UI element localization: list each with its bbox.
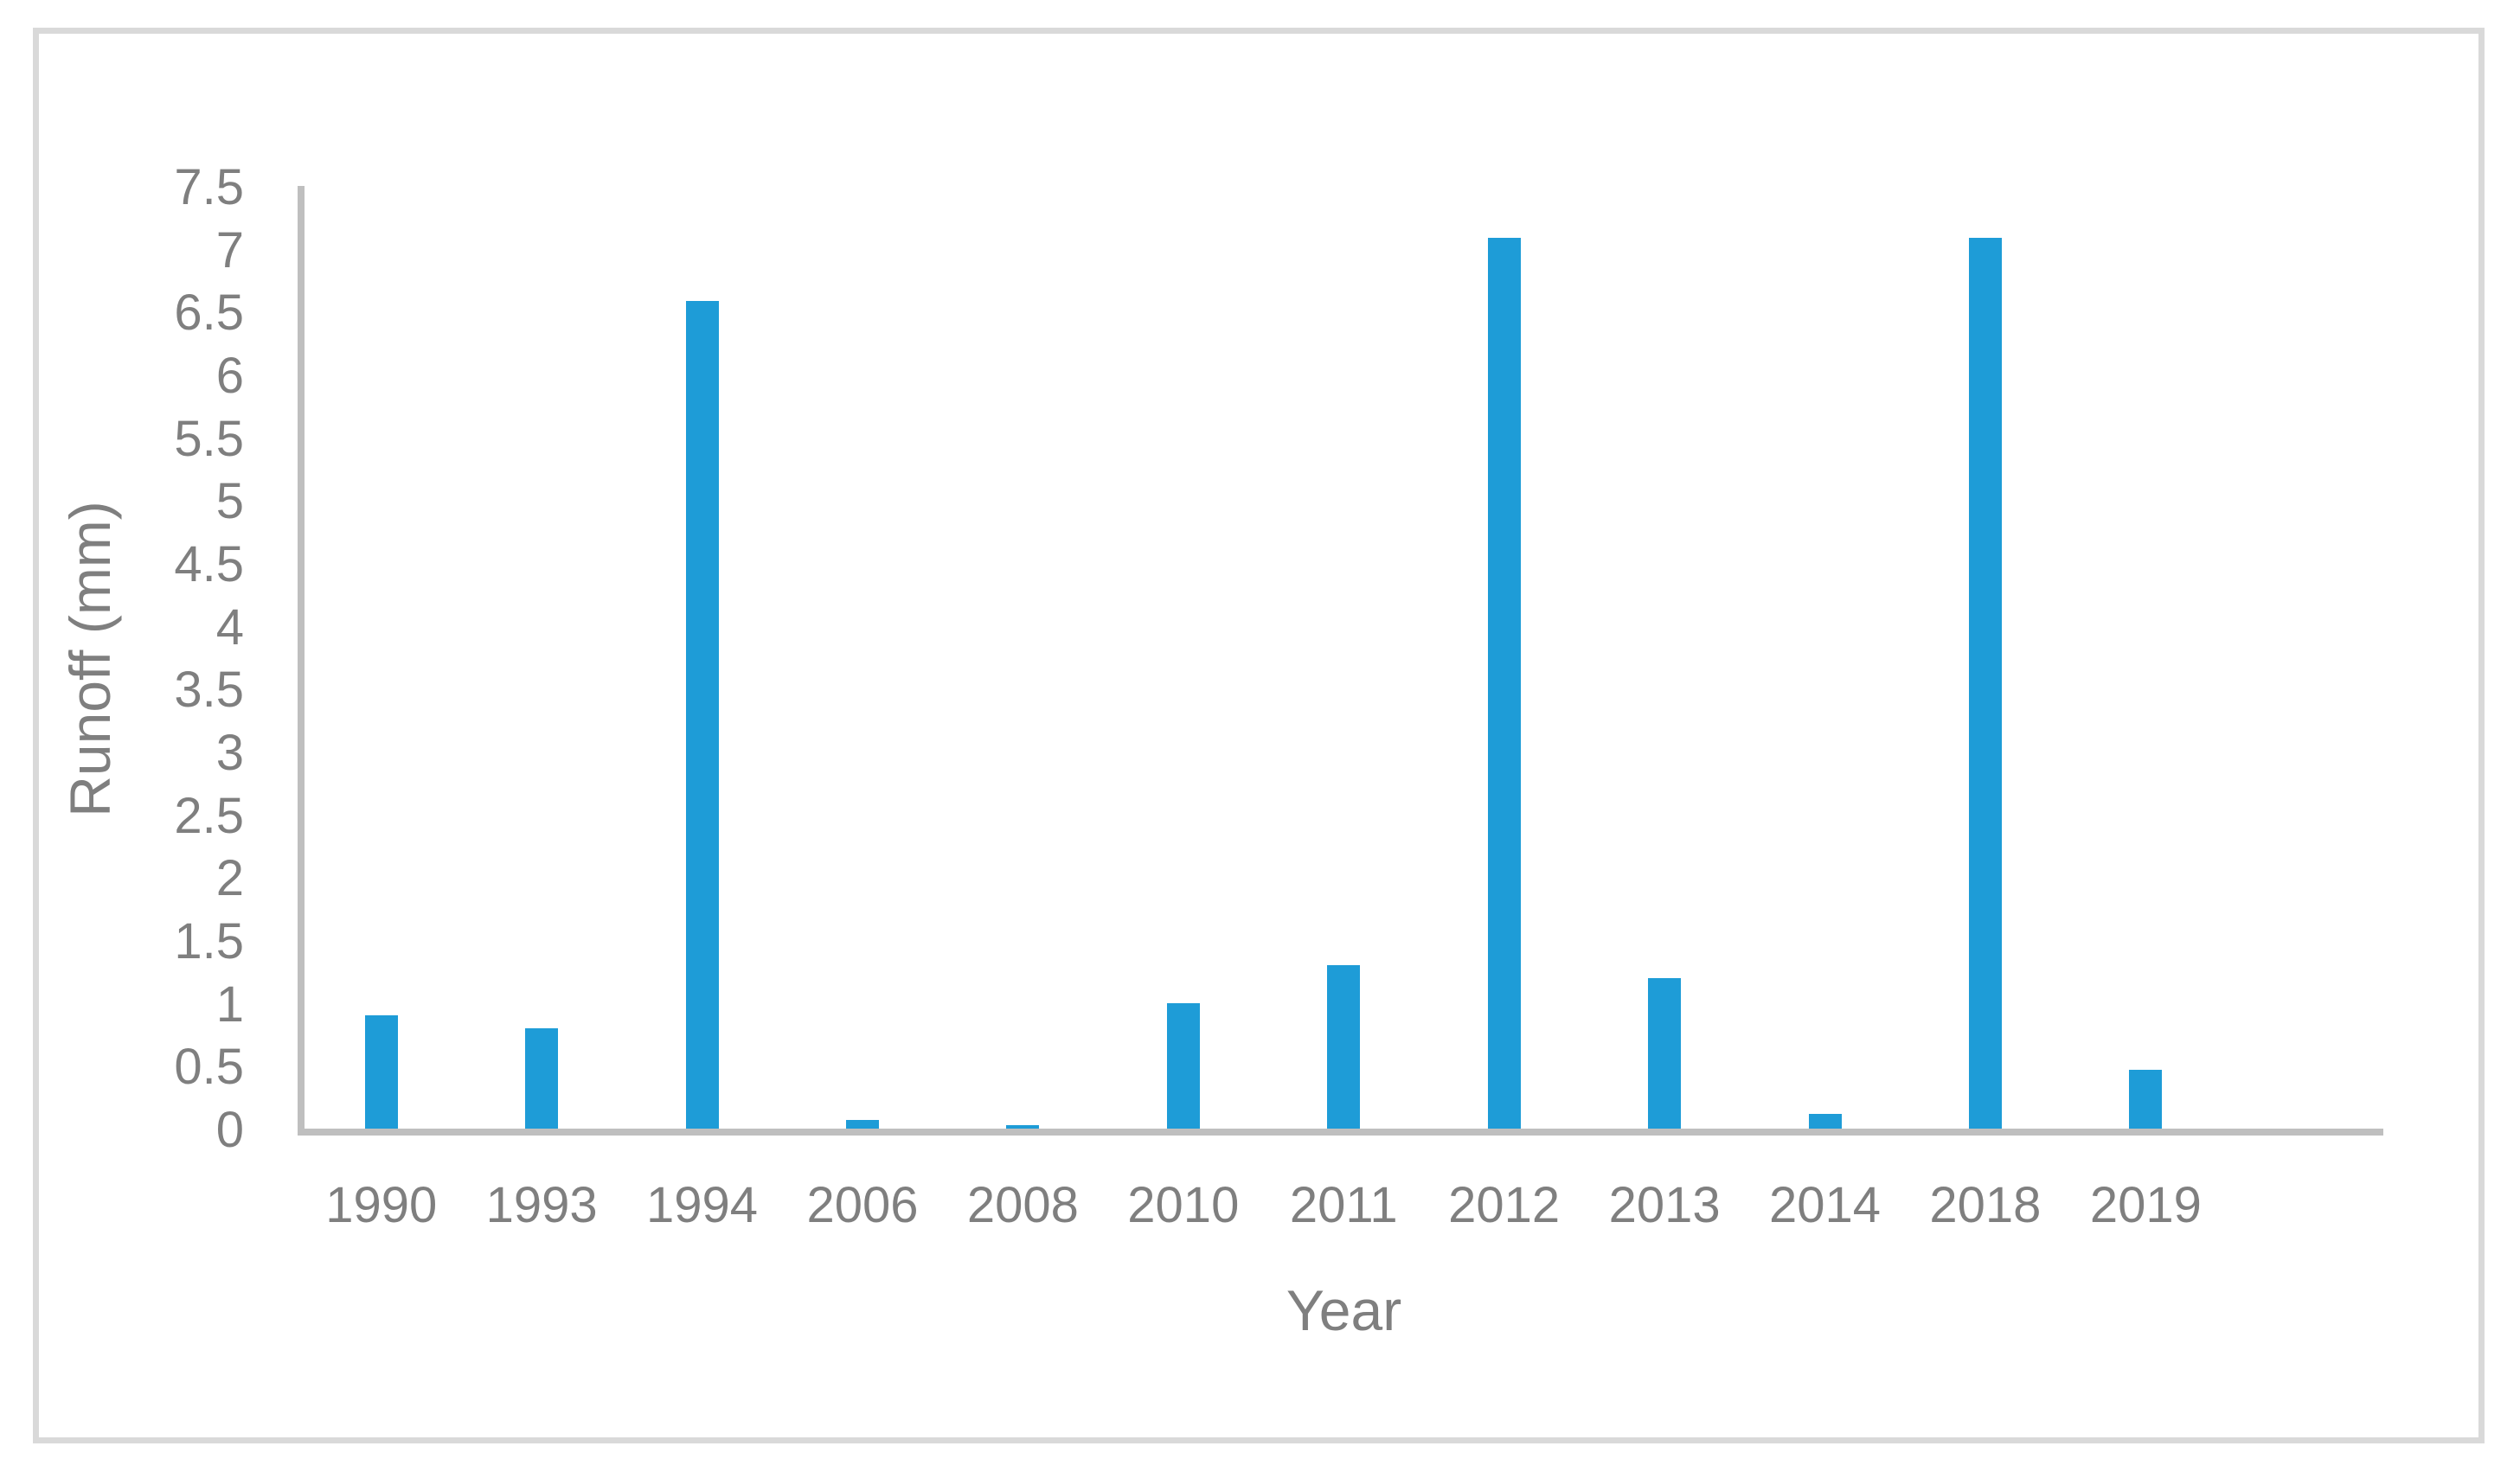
bar-slot-2006 xyxy=(782,188,942,1129)
y-tick-label-0: 0 xyxy=(215,1102,244,1158)
x-tick-label-2010: 2010 xyxy=(1127,1177,1240,1233)
bar-2012 xyxy=(1487,238,1521,1129)
x-tick-label-2013: 2013 xyxy=(1608,1177,1721,1233)
x-axis-title: Year xyxy=(1286,1278,1402,1342)
x-tick-label-1994: 1994 xyxy=(646,1177,759,1233)
y-tick-labels: 7.5 7 6.5 6 5.5 5 4.5 4 3.5 3 2.5 2 1.5 1 0.5 0 xyxy=(0,163,244,1155)
bar-2013 xyxy=(1648,977,1682,1129)
bar-slot-1993 xyxy=(461,188,621,1129)
x-tick-labels: 1990 1993 1994 2006 2008 2010 2011 2012 2013 2014… xyxy=(301,1178,2226,1233)
bar-slot-2019 xyxy=(2066,188,2226,1129)
bar-2010 xyxy=(1166,1002,1200,1129)
x-tick-label-1993: 1993 xyxy=(485,1177,598,1233)
x-tick-label-2006: 2006 xyxy=(806,1177,919,1233)
y-tick-label-3.5: 3.5 xyxy=(174,662,244,719)
y-tick-label-4: 4 xyxy=(215,598,244,656)
bar-2018 xyxy=(1968,238,2002,1129)
bar-1990 xyxy=(364,1015,398,1129)
y-tick-label-1: 1 xyxy=(215,976,244,1033)
y-tick-label-1.5: 1.5 xyxy=(174,913,244,969)
bar-slot-1994 xyxy=(622,188,782,1129)
bar-slot-2013 xyxy=(1584,188,1744,1129)
y-tick-label-6: 6 xyxy=(215,348,244,404)
bar-2019 xyxy=(2129,1069,2163,1129)
bar-2006 xyxy=(845,1119,879,1129)
x-tick-label-2019: 2019 xyxy=(2089,1177,2202,1233)
bar-1994 xyxy=(685,300,719,1129)
x-tick-label-2018: 2018 xyxy=(1929,1177,2042,1233)
bars-row xyxy=(301,188,2226,1129)
bar-1993 xyxy=(525,1027,559,1129)
x-tick-label-1990: 1990 xyxy=(325,1177,438,1233)
x-tick-label-2008: 2008 xyxy=(966,1177,1079,1233)
x-tick-label-2012: 2012 xyxy=(1448,1177,1561,1233)
bar-slot-2008 xyxy=(943,188,1103,1129)
bar-slot-2010 xyxy=(1103,188,1263,1129)
y-axis-line xyxy=(298,186,305,1136)
y-tick-label-5: 5 xyxy=(215,473,244,530)
bar-slot-1990 xyxy=(301,188,461,1129)
bar-2014 xyxy=(1808,1113,1842,1129)
y-tick-label-2: 2 xyxy=(215,850,244,907)
y-tick-label-3: 3 xyxy=(215,725,244,781)
bar-slot-2018 xyxy=(1905,188,2065,1129)
bar-slot-2011 xyxy=(1264,188,1424,1129)
y-tick-label-2.5: 2.5 xyxy=(174,787,244,844)
y-tick-label-4.5: 4.5 xyxy=(174,536,244,592)
x-tick-label-2014: 2014 xyxy=(1768,1177,1882,1233)
y-tick-label-7.5: 7.5 xyxy=(174,159,244,215)
y-tick-label-7: 7 xyxy=(215,221,244,278)
y-tick-label-5.5: 5.5 xyxy=(174,410,244,467)
bar-2008 xyxy=(1006,1124,1040,1129)
bar-slot-2014 xyxy=(1745,188,1905,1129)
x-axis-line xyxy=(298,1129,2383,1136)
y-tick-label-0.5: 0.5 xyxy=(174,1039,244,1096)
bar-slot-2012 xyxy=(1424,188,1584,1129)
y-tick-label-6.5: 6.5 xyxy=(174,285,244,342)
figure-border xyxy=(33,28,2485,1443)
bar-2011 xyxy=(1327,965,1361,1129)
x-tick-label-2011: 2011 xyxy=(1289,1177,1398,1233)
